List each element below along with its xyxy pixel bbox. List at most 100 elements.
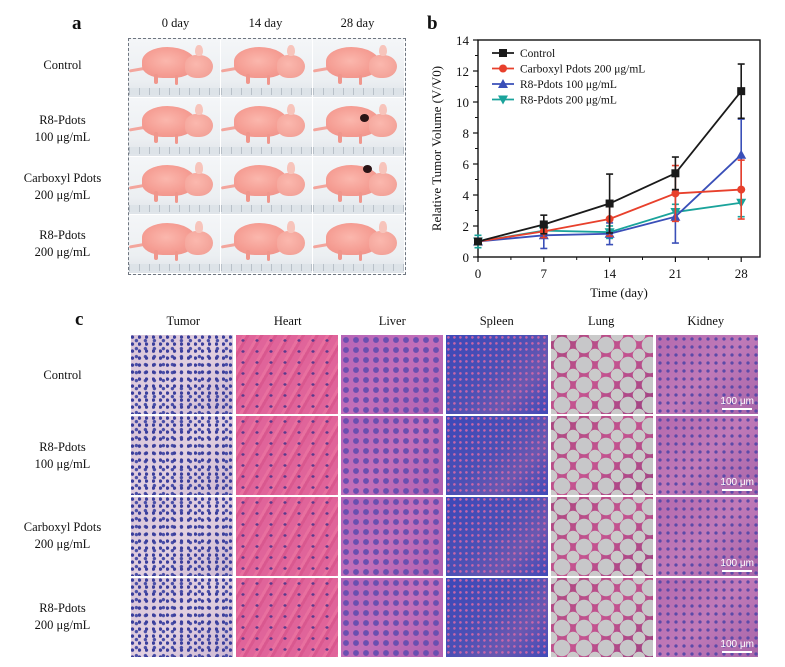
mouse-ear: [379, 221, 387, 233]
mouse-leg: [174, 192, 179, 203]
panel-a-row-label: Control: [0, 57, 125, 74]
mouse-leg: [246, 249, 251, 261]
mouse-photo: [129, 39, 221, 98]
ruler: [129, 205, 220, 213]
row-label-line1: Carboxyl Pdots: [23, 171, 102, 185]
mouse-leg: [358, 74, 363, 86]
scale-bar-line: [722, 569, 753, 572]
ruler: [129, 264, 220, 271]
y-axis-label: Relative Tumor Volume (V/V0): [429, 66, 444, 231]
scale-bar-line: [722, 407, 753, 410]
ruler: [221, 205, 312, 213]
legend-marker-r8-pdots-100-g-ml: [498, 79, 508, 88]
panel-a-col-header-2: 28 day: [340, 16, 375, 30]
ruler: [129, 146, 220, 154]
histology-image-spleen: [445, 335, 549, 414]
ruler: [313, 264, 404, 271]
ruler: [313, 205, 404, 213]
histology-image-heart: [235, 497, 339, 576]
histology-row-label: Control: [0, 367, 125, 384]
row-label-line1: R8-Pdots: [39, 113, 86, 127]
histology-image-liver: [340, 578, 444, 657]
mouse-head: [185, 172, 213, 196]
histology-col-header-heart: Heart: [273, 314, 302, 328]
histology-image-lung: [550, 578, 654, 657]
mouse-leg: [266, 192, 271, 203]
mouse-head: [369, 231, 397, 255]
histology-col-header-lung: Lung: [588, 314, 615, 328]
histology-grid: 100 μm 100 μm 100 μm 100 μm: [131, 335, 758, 657]
x-tick-label: 14: [603, 266, 617, 281]
mouse-ear: [195, 103, 203, 116]
mouse-ear: [379, 103, 387, 116]
histology-col-header-tumor: Tumor: [166, 314, 201, 328]
mouse-leg: [246, 191, 251, 202]
tumor-scab: [360, 113, 370, 122]
histology-image-heart: [235, 578, 339, 657]
mouse-ear: [195, 44, 203, 57]
x-tick-label: 21: [669, 266, 682, 281]
histology-image-kidney: 100 μm: [655, 335, 758, 414]
histology-image-heart: [235, 416, 339, 495]
mouse-photo: [221, 215, 313, 274]
mouse-photo: [313, 215, 405, 274]
mouse-photo: [129, 156, 221, 216]
histology-image-spleen: [445, 416, 549, 495]
histology-image-tumor: [131, 578, 234, 657]
histology-row-labels: Control R8-Pdots 100 μg/mL Carboxyl Pdots 20…: [0, 335, 125, 657]
histology-col-header-kidney: Kidney: [687, 314, 725, 328]
mouse-photo: [313, 156, 405, 216]
scale-bar-label: 100 μm: [720, 639, 754, 650]
mouse-leg: [358, 251, 363, 262]
mouse-photo: [221, 97, 313, 157]
y-tick-label: 2: [463, 219, 470, 234]
mouse-leg: [338, 73, 343, 85]
x-tick-label: 0: [475, 266, 482, 281]
x-tick-label: 7: [541, 266, 548, 281]
mouse-leg: [338, 249, 343, 261]
histology-image-tumor: [131, 497, 234, 576]
mouse-ear: [379, 44, 387, 57]
mouse-photo-grid: [128, 38, 406, 275]
mouse-head: [277, 231, 305, 255]
histology-image-liver: [340, 497, 444, 576]
y-tick-label: 14: [456, 33, 470, 48]
row-label-line1: R8-Pdots: [39, 439, 86, 454]
panel-c-letter: c: [75, 309, 84, 330]
mouse-leg: [174, 251, 179, 262]
row-label-line1: Control: [43, 58, 82, 72]
mouse-leg: [338, 132, 343, 143]
mouse-leg: [246, 132, 251, 143]
scale-bar: 100 μm: [720, 477, 754, 491]
y-tick-label: 6: [463, 157, 470, 172]
row-label-line2: 100 μg/mL: [34, 130, 91, 144]
scale-bar: 100 μm: [720, 396, 754, 410]
histology-row-label: R8-Pdots 100 μg/mL: [0, 439, 125, 473]
mouse-leg: [266, 74, 271, 86]
mouse-photo: [129, 97, 221, 157]
row-label-line2: 200 μg/mL: [34, 245, 91, 259]
row-label-line1: Control: [43, 367, 82, 382]
histology-image-lung: [550, 335, 654, 414]
ruler: [313, 146, 404, 154]
mouse-leg: [154, 132, 159, 143]
data-point-control: [671, 169, 680, 178]
panel-a-row-label: R8-Pdots 100 μg/mL: [0, 112, 125, 146]
histology-image-spleen: [445, 578, 549, 657]
scale-bar: 100 μm: [720, 558, 754, 572]
histology-col-header-spleen: Spleen: [479, 314, 514, 328]
scale-bar-label: 100 μm: [720, 476, 754, 488]
panel-a-row-label: R8-Pdots 200 μg/mL: [0, 227, 125, 261]
data-point-control: [539, 220, 548, 229]
histology-image-liver: [340, 416, 444, 495]
mouse-leg: [174, 133, 179, 144]
mouse-head: [277, 113, 305, 137]
data-point-control: [605, 199, 614, 208]
mouse-head: [369, 172, 397, 196]
row-label-line1: Carboxyl Pdots: [23, 520, 102, 535]
mouse-photo: [129, 215, 221, 274]
mouse-leg: [266, 251, 271, 262]
row-label-line1: R8-Pdots: [39, 600, 86, 615]
ruler: [129, 87, 220, 95]
row-label-line1: R8-Pdots: [39, 228, 86, 242]
